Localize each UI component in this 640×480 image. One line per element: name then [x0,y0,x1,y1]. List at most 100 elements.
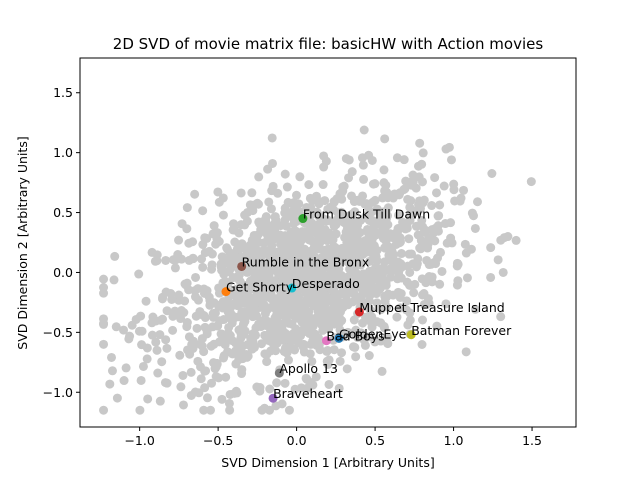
background-point [263,164,273,174]
background-point [359,280,369,290]
background-point [160,378,170,388]
background-point [191,311,201,321]
highlighted-point [406,330,416,340]
background-point [460,239,470,249]
background-point [459,185,469,195]
background-point [266,289,276,299]
background-point [251,330,261,340]
background-point [264,303,274,313]
movie-label: From Dusk Till Dawn [303,207,430,222]
background-point [198,206,208,216]
background-point [335,325,345,335]
background-point [379,178,389,188]
background-point [261,212,271,222]
background-point [405,267,415,277]
background-point [200,322,210,332]
background-point [370,217,380,227]
background-point [237,239,247,249]
background-point [210,308,220,318]
background-point [170,263,180,273]
background-point [335,356,345,366]
background-point [349,315,359,325]
background-point [402,277,412,287]
background-point [334,383,344,393]
background-point [151,337,161,347]
background-point [403,194,413,204]
background-point [365,256,375,266]
background-point [331,229,341,239]
background-point [200,383,210,393]
background-point [383,289,393,299]
background-point [392,153,402,163]
background-point [365,290,375,300]
background-point [418,315,428,325]
background-point [205,405,215,415]
background-point [363,247,373,257]
background-point [284,405,294,415]
background-point [379,257,389,267]
background-point [411,183,421,193]
x-tick-label: 0.0 [287,433,307,448]
background-point [359,125,369,135]
background-point [409,288,419,298]
background-point [99,283,109,293]
background-point [364,351,374,361]
background-point [417,159,427,169]
background-point [199,347,209,357]
background-point [223,278,233,288]
highlighted-point [321,336,331,346]
background-point [414,200,424,210]
highlighted-point [221,287,231,297]
background-point [228,225,238,235]
background-point [396,249,406,259]
y-tick-label: 1.5 [53,85,73,100]
background-point [334,318,344,328]
background-point [263,332,273,342]
background-point [260,403,270,413]
background-point [231,386,241,396]
x-tick-label: 1.0 [444,433,464,448]
background-point [343,222,353,232]
background-point [217,252,227,262]
background-point [299,228,309,238]
background-point [402,296,412,306]
background-point [351,352,361,362]
background-point [218,297,228,307]
background-point [351,224,361,234]
background-point [359,335,369,345]
background-point [359,174,369,184]
background-point [409,173,419,183]
background-point [202,393,212,403]
background-point [396,263,406,273]
background-point [437,266,447,276]
background-point [503,232,513,242]
movie-label: Bad Boys [326,329,384,344]
background-point [440,219,450,229]
x-tick-label: −1.0 [124,433,154,448]
background-point [248,338,258,348]
background-point [250,276,260,286]
background-point [307,356,317,366]
background-point [314,197,324,207]
background-point [168,255,178,265]
background-point [143,394,153,404]
background-point [392,312,402,322]
y-tick-label: 0.0 [53,265,73,280]
background-point [441,299,451,309]
background-point [376,336,386,346]
background-point [219,351,229,361]
background-point [138,361,148,371]
x-tick-label: 1.5 [522,433,542,448]
background-point [193,295,203,305]
background-point [142,354,152,364]
background-point [417,216,427,226]
background-point [352,281,362,291]
background-point [452,280,462,290]
background-point [311,253,321,263]
background-point [205,295,215,305]
background-point [199,284,209,294]
background-point [498,267,508,277]
background-point [379,165,389,175]
background-point [356,273,366,283]
